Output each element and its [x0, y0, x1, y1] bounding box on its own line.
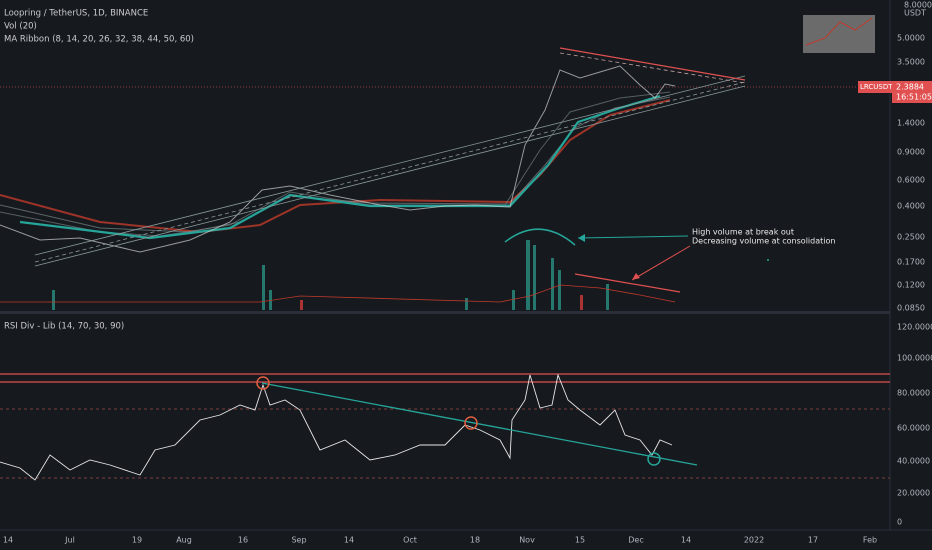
rsi-label: 80.0000 — [897, 389, 930, 398]
rsi-label: 120.0000 — [897, 323, 932, 332]
volume-arc — [504, 228, 576, 246]
countdown: 16:51:05 — [896, 93, 932, 102]
arrowhead — [632, 273, 640, 280]
time-label: Jul — [64, 536, 75, 545]
price-label: 0.2500 — [897, 233, 925, 242]
volume-trend — [574, 273, 681, 293]
price-path — [0, 65, 676, 253]
price-label: 0.6000 — [897, 176, 925, 185]
thumbnail-line — [805, 17, 873, 46]
symbol-tag — [858, 81, 892, 93]
price-tag-text: 2.3884 — [896, 83, 924, 92]
price-label: 0.9000 — [897, 148, 925, 157]
price-label: 3.5000 — [897, 58, 925, 67]
price-label: 5.0000 — [897, 34, 925, 43]
time-label: 17 — [808, 536, 818, 545]
price-axis: 5.0000 3.5000 1.4000 0.9000 0.6000 0.4000 0.25… — [897, 34, 925, 313]
marker — [256, 376, 270, 390]
time-label: Feb — [863, 536, 877, 545]
time-label: 15 — [575, 536, 585, 545]
legend-symbol: Loopring / TetherUS, 1D, BINANCE — [4, 9, 148, 19]
time-label: Nov — [519, 536, 535, 545]
trendlines — [34, 47, 746, 267]
arrow-red — [631, 245, 691, 281]
arrow-green — [577, 235, 689, 239]
symbol-tag-text: LRCUSDT — [860, 83, 893, 91]
currency: USDT — [904, 9, 926, 18]
price-label: 0.1200 — [897, 281, 925, 290]
price-label: 8.0000 — [904, 1, 932, 10]
rsi-label: 40.0000 — [897, 457, 930, 466]
legend-ribbon: MA Ribbon (8, 14, 20, 26, 32, 38, 44, 50… — [4, 35, 194, 45]
time-label: Oct — [403, 536, 417, 545]
rsi-label: 20.0000 — [897, 489, 930, 498]
arrowhead — [578, 234, 585, 242]
time-label: 18 — [470, 536, 480, 545]
rsi-label: 60.0000 — [897, 424, 930, 433]
price-label: 1.4000 — [897, 119, 925, 128]
price-label: 0.0850 — [897, 304, 925, 313]
rsi-trendline — [261, 382, 698, 466]
thumbnail — [803, 15, 875, 53]
dot — [767, 259, 769, 261]
pane-divider — [0, 311, 890, 314]
time-label: 2022 — [744, 536, 764, 545]
time-label: 14 — [3, 536, 13, 545]
time-label: Sep — [291, 536, 306, 545]
legend-volume: Vol (20) — [4, 22, 37, 32]
time-label: Aug — [176, 536, 192, 545]
marker — [464, 416, 478, 430]
time-axis: 14 Jul 19 Aug 16 Sep 14 Oct 18 Nov 15 Dec 14 2022 17 Fe… — [3, 536, 877, 545]
annotation: High volume at break out — [692, 228, 794, 237]
time-label: 14 — [681, 536, 691, 545]
price-label: 0.4000 — [897, 202, 925, 211]
time-label: Dec — [628, 536, 643, 545]
rsi-label: 100.0000 — [897, 354, 932, 363]
rsi-line — [0, 373, 673, 481]
price-label: 0.1700 — [897, 258, 925, 267]
rsi-axis: 120.0000 100.0000 80.0000 60.0000 40.0000 20.… — [897, 323, 932, 527]
volume-ma — [0, 284, 676, 303]
price-tag — [892, 81, 932, 103]
time-label: 16 — [238, 536, 248, 545]
marker — [647, 452, 661, 466]
annotation: Decreasing volume at consolidation — [692, 237, 835, 246]
time-label: 19 — [132, 536, 142, 545]
rsi-label: 0 — [897, 518, 902, 527]
legend-rsi: RSI Div - Lib (14, 70, 30, 90) — [4, 322, 124, 332]
time-label: 14 — [344, 536, 354, 545]
volume-bars — [52, 240, 609, 310]
